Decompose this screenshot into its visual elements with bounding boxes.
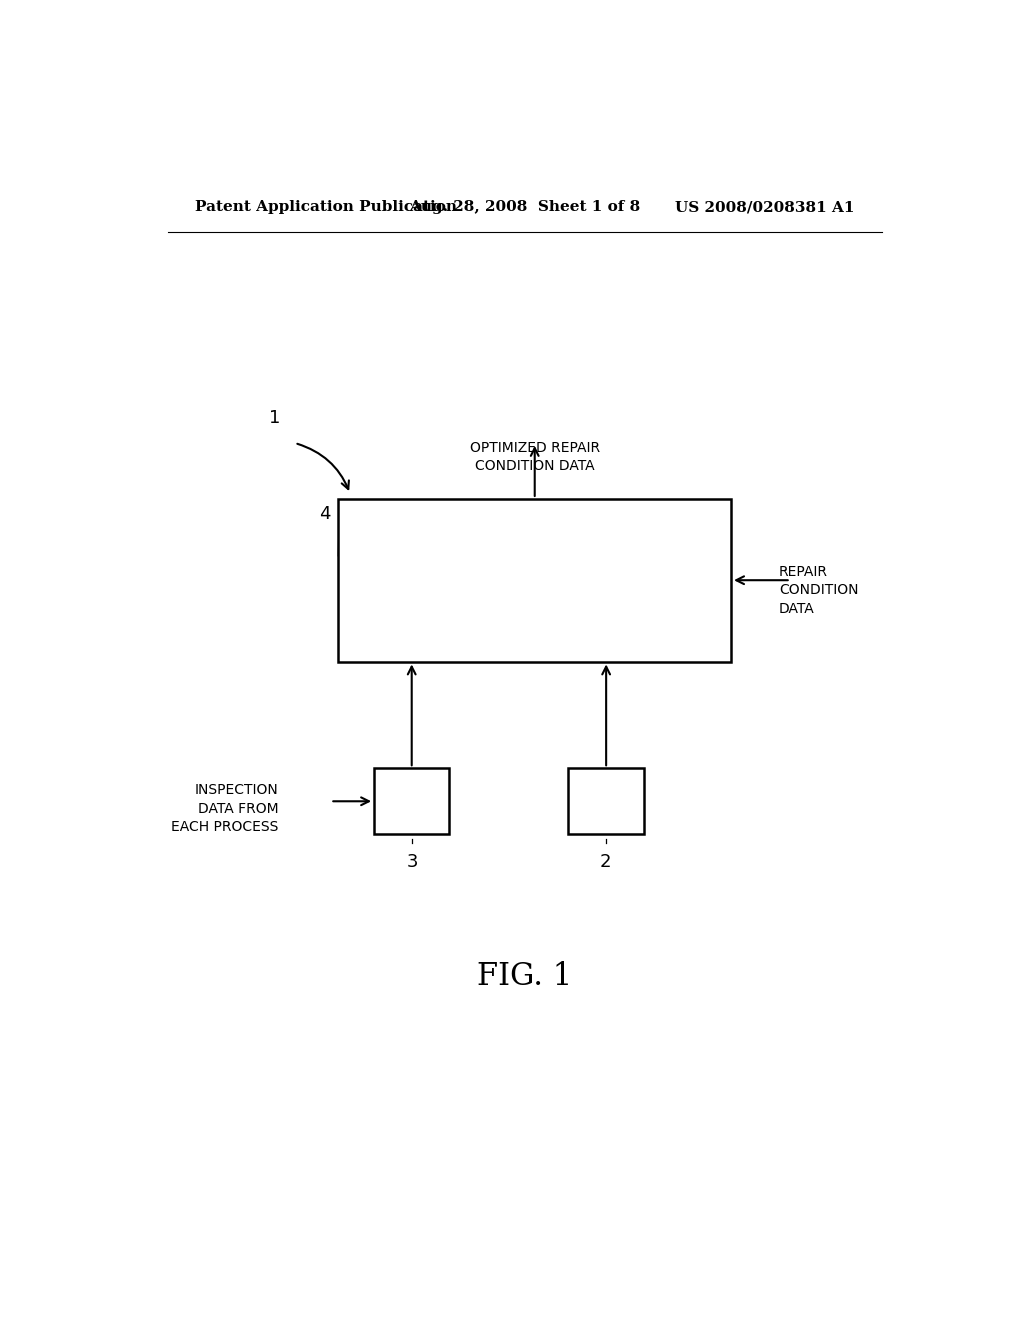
- Text: INSPECTION
DATA FROM
EACH PROCESS: INSPECTION DATA FROM EACH PROCESS: [171, 784, 279, 834]
- Text: FIG. 1: FIG. 1: [477, 961, 572, 993]
- Text: Patent Application Publication: Patent Application Publication: [196, 201, 458, 214]
- Bar: [374, 768, 450, 834]
- Text: 1: 1: [269, 409, 281, 426]
- Text: REPAIR
CONDITION
DATA: REPAIR CONDITION DATA: [778, 565, 858, 615]
- Bar: [568, 768, 644, 834]
- Text: OPTIMIZED REPAIR
CONDITION DATA: OPTIMIZED REPAIR CONDITION DATA: [470, 441, 600, 474]
- Text: 4: 4: [319, 506, 331, 523]
- Text: Aug. 28, 2008  Sheet 1 of 8: Aug. 28, 2008 Sheet 1 of 8: [410, 201, 640, 214]
- Bar: [338, 499, 731, 661]
- Text: US 2008/0208381 A1: US 2008/0208381 A1: [675, 201, 854, 214]
- Text: 3: 3: [407, 853, 418, 871]
- Text: 2: 2: [599, 853, 610, 871]
